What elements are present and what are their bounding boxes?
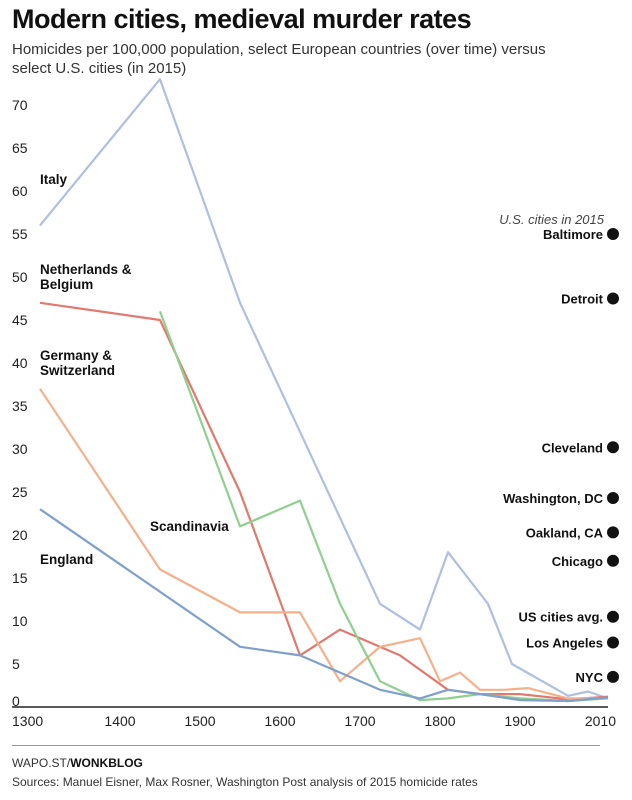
city-label: Cleveland: [542, 440, 603, 455]
footer-source-bold: WONKBLOG: [70, 756, 143, 770]
y-tick-label: 20: [12, 527, 28, 543]
city-label: Oakland, CA: [526, 525, 604, 540]
y-tick-label: 25: [12, 484, 28, 500]
x-tick-label: 1700: [344, 713, 375, 729]
y-tick-label: 65: [12, 140, 28, 156]
series-line: [39, 301, 609, 701]
footer-notes: Sources: Manuel Eisner, Max Rosner, Wash…: [12, 775, 478, 789]
series-line: [39, 78, 609, 700]
y-tick-label: 0: [12, 693, 20, 709]
series-line: [158, 311, 609, 703]
y-tick-label: 70: [12, 97, 28, 113]
city-label: Washington, DC: [503, 491, 604, 506]
y-tick-label: 5: [12, 656, 20, 672]
y-tick-label: 10: [12, 613, 28, 629]
footer-source: WAPO.ST/WONKBLOG: [12, 756, 143, 770]
x-tick-label: 1400: [104, 713, 135, 729]
city-marker: [607, 526, 619, 539]
chart-subtitle: Homicides per 100,000 population, select…: [12, 41, 546, 77]
city-label: Los Angeles: [526, 636, 603, 651]
city-label: Baltimore: [543, 227, 603, 242]
city-label: NYC: [576, 670, 604, 685]
y-tick-label: 50: [12, 269, 28, 285]
footer-source-prefix: WAPO.ST/: [12, 756, 71, 770]
series-label: England: [40, 552, 93, 567]
city-marker: [607, 636, 619, 649]
x-tick-label: 1300: [12, 713, 43, 729]
city-label: US cities avg.: [518, 610, 603, 625]
series-line: [39, 388, 608, 700]
y-tick-label: 30: [12, 441, 28, 457]
y-tick-label: 60: [12, 183, 28, 199]
x-tick-label: 1900: [504, 713, 535, 729]
y-tick-label: 40: [12, 355, 28, 371]
city-label: Chicago: [552, 554, 603, 569]
city-marker: [607, 492, 619, 505]
x-tick-label: 1800: [424, 713, 455, 729]
y-tick-label: 55: [12, 226, 28, 242]
x-tick-label: 2010: [585, 713, 616, 729]
series-labels: Italy Netherlands & Belgium Germany & Switze…: [40, 172, 229, 567]
series-label: Germany & Switzerland: [40, 348, 115, 378]
city-label: Detroit: [561, 292, 604, 307]
y-tick-label: 35: [12, 398, 28, 414]
city-marker: [607, 554, 619, 567]
series-label: Italy: [40, 172, 68, 187]
chart-title: Modern cities, medieval murder rates: [12, 4, 472, 34]
footer-divider: [12, 745, 600, 746]
x-tick-label: 1600: [264, 713, 295, 729]
city-marker: [607, 228, 619, 240]
y-tick-label: 15: [12, 570, 28, 586]
series-line: [39, 508, 609, 703]
series-label: Netherlands & Belgium: [40, 262, 132, 292]
city-marker: [607, 610, 619, 623]
axes-group: 5 10 15 20 25 30 35 40 45 50 55 60 65 70 1300 1400 1500 1…: [12, 97, 616, 729]
city-marker: [607, 292, 619, 305]
city-marker: [607, 441, 619, 454]
x-tick-label: 1500: [184, 713, 215, 729]
series-label: Scandinavia: [150, 519, 229, 534]
city-marker: [607, 670, 619, 683]
series-lines: [39, 78, 609, 703]
chart-canvas: 5 10 15 20 25 30 35 40 45 50 55 60 65 70 1300 1400 1500 1…: [12, 78, 619, 729]
cities-note: U.S. cities in 2015: [499, 212, 605, 227]
y-tick-label: 45: [12, 312, 28, 328]
